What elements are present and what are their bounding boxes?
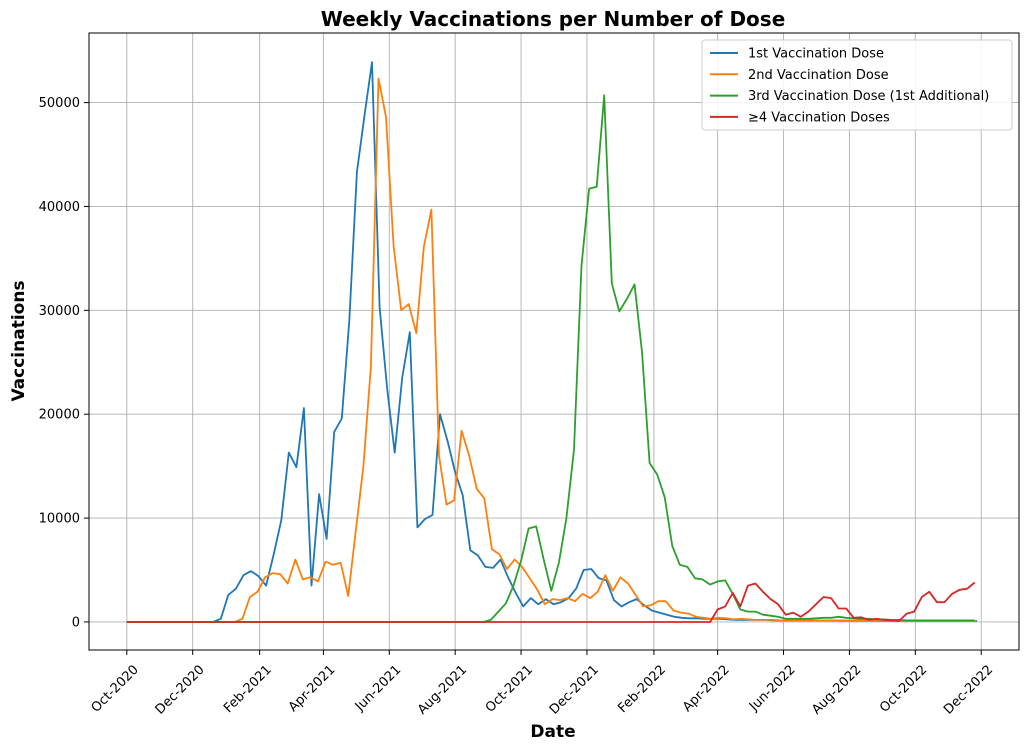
series-line-3 <box>126 94 975 623</box>
x-tick-label: Feb-2022 <box>615 662 669 716</box>
y-axis-title: Vaccinations <box>9 280 29 401</box>
x-tick-label: Dec-2021 <box>547 662 602 717</box>
series-group <box>126 61 977 623</box>
x-tick-label: Dec-2022 <box>941 662 996 717</box>
x-axis-title: Date <box>530 722 575 742</box>
grid <box>89 33 1019 650</box>
x-tick-label: Jun-2022 <box>746 662 798 714</box>
x-tick-label: Oct-2020 <box>89 662 142 715</box>
x-tick-label: Dec-2020 <box>153 662 208 717</box>
legend-label-4: ≥4 Vaccination Doses <box>748 110 890 125</box>
x-tick-label: Oct-2022 <box>877 662 930 715</box>
x-tick-label: Oct-2021 <box>483 662 536 715</box>
y-tick-label: 10000 <box>39 512 80 527</box>
series-line-2 <box>126 77 976 623</box>
plot-area <box>88 32 1020 651</box>
x-tick-label: Feb-2021 <box>221 662 275 716</box>
y-tick-label: 20000 <box>39 408 80 423</box>
legend-label-1: 1st Vaccination Dose <box>748 47 884 62</box>
x-tick-label: Apr-2022 <box>680 662 733 715</box>
y-tick-label: 0 <box>72 615 80 630</box>
x-tick-label: Aug-2022 <box>809 662 864 717</box>
y-tick-label: 30000 <box>39 304 80 319</box>
legend: 1st Vaccination Dose 2nd Vaccination Dose… <box>701 39 1013 131</box>
x-tick-label: Aug-2021 <box>415 662 470 717</box>
legend-label-2: 2nd Vaccination Dose <box>748 68 889 83</box>
x-tick-label: Apr-2021 <box>286 662 339 715</box>
y-tick-label: 40000 <box>39 200 80 215</box>
series-line-4 <box>126 581 976 623</box>
legend-box <box>701 39 1013 131</box>
legend-label-3: 3rd Vaccination Dose (1st Additional) <box>748 89 989 104</box>
x-tick-label: Jun-2021 <box>352 662 404 714</box>
chart-title: Weekly Vaccinations per Number of Dose <box>321 7 786 31</box>
y-tick-label: 50000 <box>39 96 80 111</box>
